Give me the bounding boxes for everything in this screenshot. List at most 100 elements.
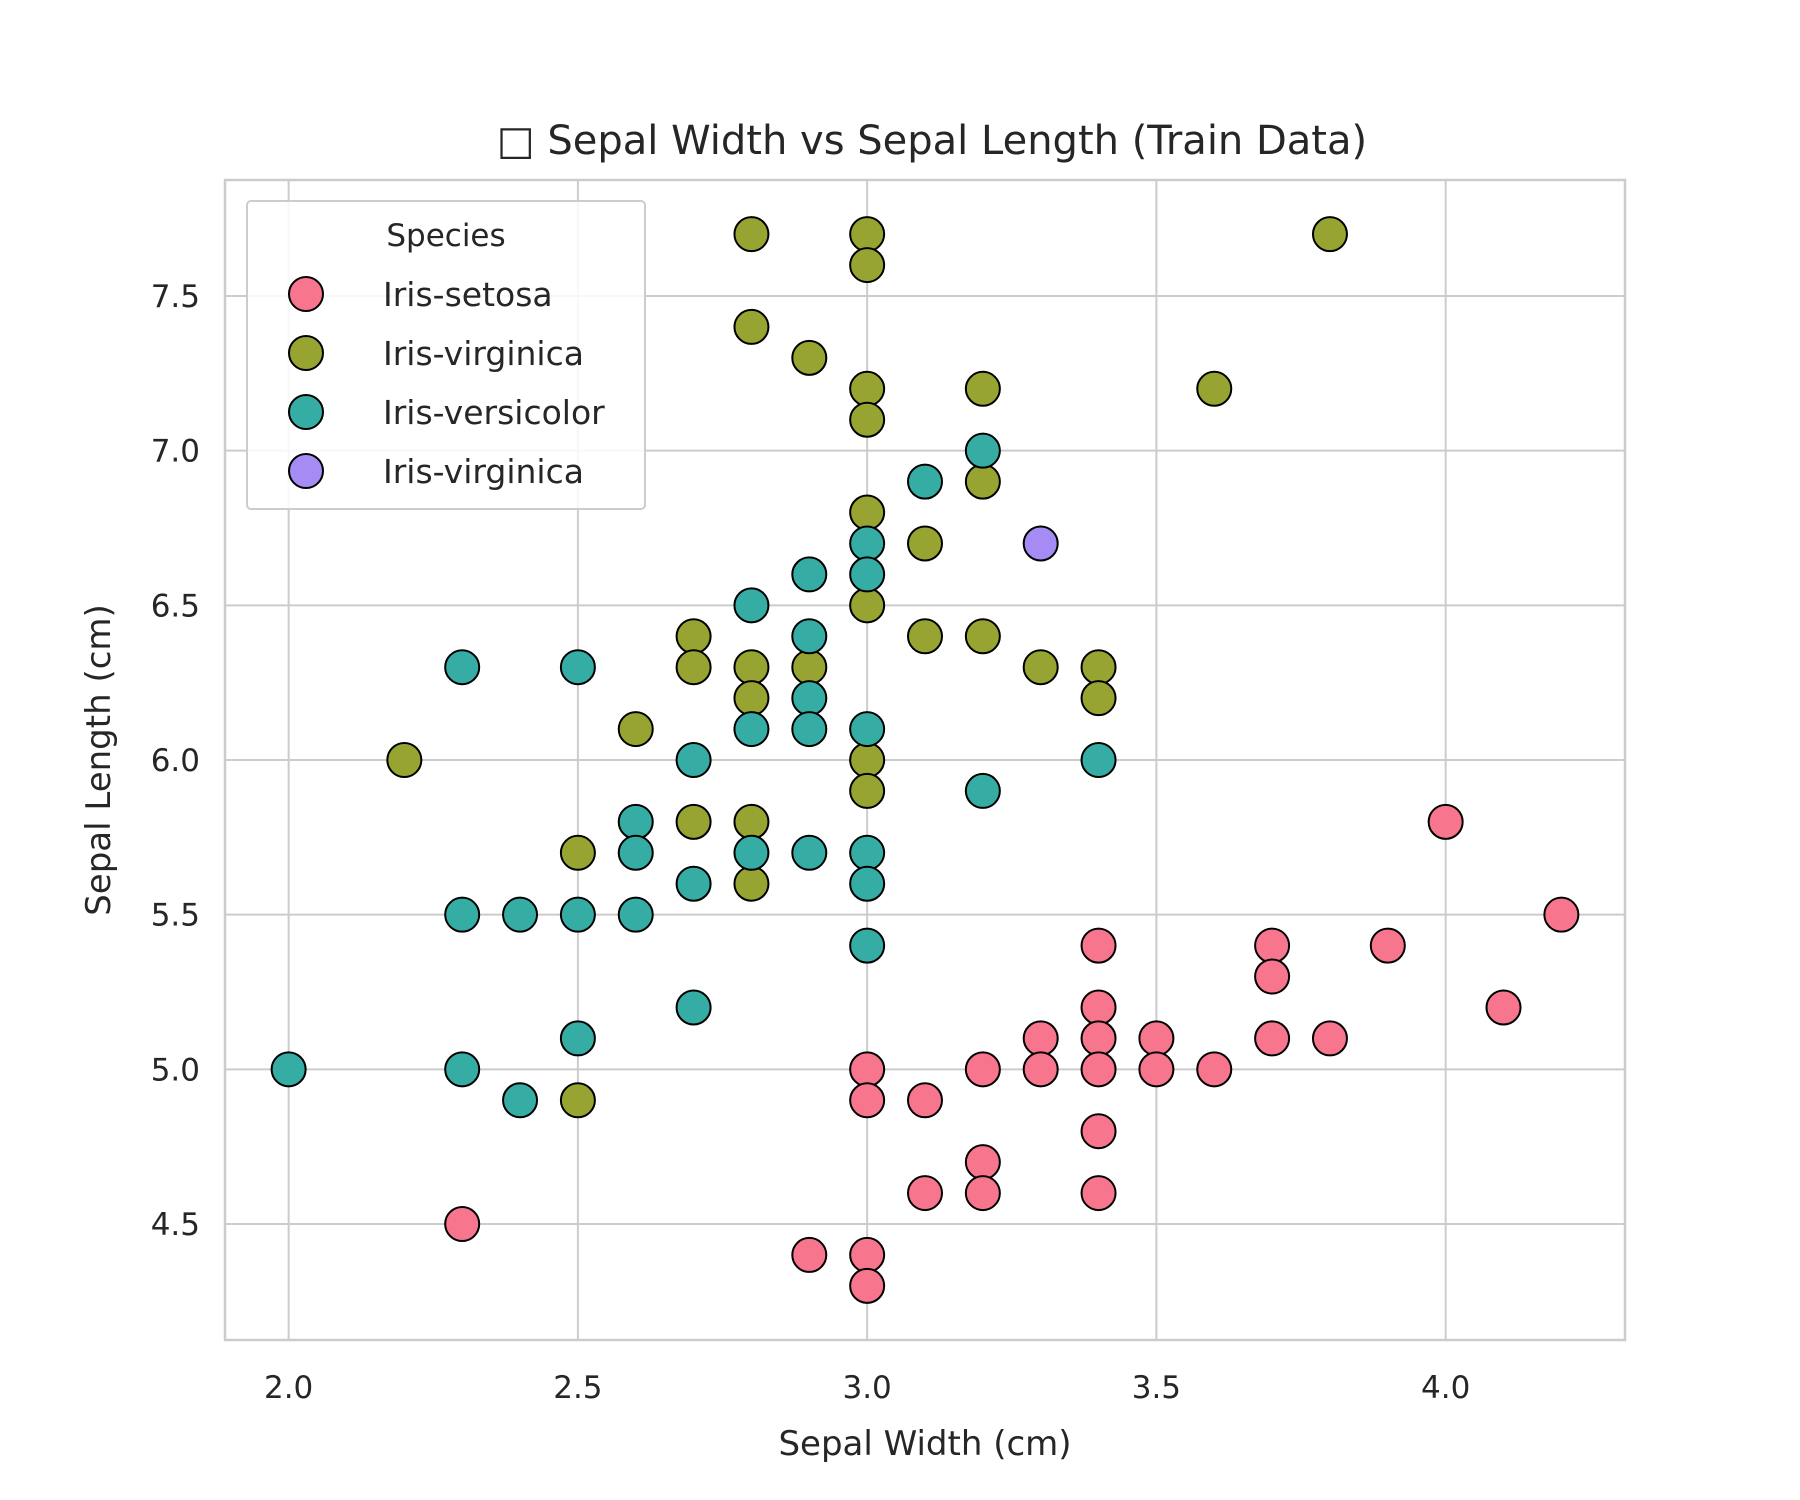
data-point [849, 927, 886, 964]
legend-marker [288, 276, 324, 312]
data-point [849, 772, 886, 809]
data-point [1138, 1020, 1175, 1057]
data-point [1196, 1051, 1233, 1088]
data-point [849, 370, 886, 407]
y-axis-label: Sepal Length (cm) [79, 604, 119, 916]
data-point [1080, 989, 1117, 1026]
data-point [791, 339, 828, 376]
data-point [964, 618, 1001, 655]
data-point [849, 494, 886, 531]
data-point [791, 618, 828, 655]
data-point [559, 834, 596, 871]
data-point [849, 247, 886, 284]
data-point [559, 1020, 596, 1057]
legend-label: Iris-virginica [383, 452, 584, 491]
y-tick-label: 4.5 [151, 1207, 200, 1243]
data-point [849, 587, 886, 624]
data-point [849, 711, 886, 748]
data-point [1080, 927, 1117, 964]
y-tick-label: 6.0 [151, 743, 200, 779]
data-point [907, 525, 943, 562]
data-point [733, 649, 770, 686]
data-point [733, 834, 770, 871]
data-point [1080, 742, 1117, 778]
data-point [849, 865, 886, 902]
data-point [1311, 1020, 1348, 1057]
legend-label: Iris-versicolor [383, 393, 605, 432]
y-tick-label: 7.0 [151, 434, 200, 470]
data-point [1022, 1020, 1059, 1057]
data-point [733, 865, 770, 902]
data-point [444, 649, 481, 686]
data-point [675, 742, 712, 778]
data-point [1138, 1051, 1175, 1088]
y-axis-ticks: 4.5 5.0 5.5 6.0 6.5 7.0 7.5 [151, 279, 200, 1243]
data-point [849, 556, 886, 593]
y-tick-label: 5.0 [151, 1052, 200, 1088]
data-point [733, 216, 770, 253]
data-points [270, 216, 1580, 1304]
legend-label: Iris-setosa [383, 275, 553, 314]
data-point [1485, 989, 1522, 1026]
legend-title: Species [386, 218, 505, 254]
data-point [849, 1236, 886, 1273]
data-point [559, 896, 596, 933]
chart-title: □ Sepal Width vs Sepal Length (Train Dat… [497, 118, 1367, 164]
data-point [1543, 896, 1580, 933]
data-point [559, 1082, 596, 1119]
legend-marker [288, 335, 324, 371]
data-point [1254, 1020, 1291, 1057]
data-point [791, 834, 828, 871]
data-point [444, 1051, 481, 1088]
data-point [1080, 1020, 1117, 1057]
data-point [791, 680, 828, 717]
data-point [791, 711, 828, 748]
data-point [1022, 649, 1059, 686]
x-tick-label: 4.0 [1421, 1370, 1470, 1406]
data-point [733, 587, 770, 624]
data-point [907, 1082, 943, 1119]
data-point [1254, 927, 1291, 964]
legend: Species Iris-setosa Iris-virginica Iris-ve… [246, 200, 646, 510]
data-point [964, 1051, 1001, 1088]
data-point [791, 1236, 828, 1273]
data-point [1080, 1175, 1117, 1212]
data-point [502, 896, 539, 933]
data-point [964, 463, 1001, 500]
data-point [270, 1051, 307, 1088]
data-point [675, 803, 712, 840]
data-point [1022, 1051, 1059, 1088]
data-point [1080, 649, 1117, 686]
data-point [733, 711, 770, 748]
data-point [733, 680, 770, 717]
data-point [964, 772, 1001, 809]
data-point [617, 896, 654, 933]
data-point [907, 1175, 943, 1212]
data-point [849, 216, 886, 253]
data-point [1369, 927, 1406, 964]
x-tick-label: 2.0 [264, 1370, 313, 1406]
data-point [559, 649, 596, 686]
x-tick-label: 3.5 [1132, 1370, 1181, 1406]
data-point [1080, 1051, 1117, 1088]
y-tick-label: 6.5 [151, 588, 200, 624]
data-point [791, 556, 828, 593]
data-point [964, 1144, 1001, 1181]
data-point [444, 1206, 481, 1242]
legend-box [246, 200, 646, 510]
x-tick-label: 2.5 [553, 1370, 602, 1406]
data-point [1427, 803, 1464, 840]
legend-label: Iris-virginica [383, 334, 584, 373]
data-point [444, 896, 481, 933]
x-axis-ticks: 2.0 2.5 3.0 3.5 4.0 [264, 1370, 1470, 1406]
data-point [849, 525, 886, 562]
legend-marker [288, 453, 324, 489]
data-point [964, 370, 1001, 407]
data-point [733, 308, 770, 345]
x-tick-label: 3.0 [842, 1370, 891, 1406]
x-axis-label: Sepal Width (cm) [778, 1424, 1071, 1464]
data-point [1080, 680, 1117, 717]
data-point [849, 1267, 886, 1304]
data-point [1254, 958, 1291, 995]
